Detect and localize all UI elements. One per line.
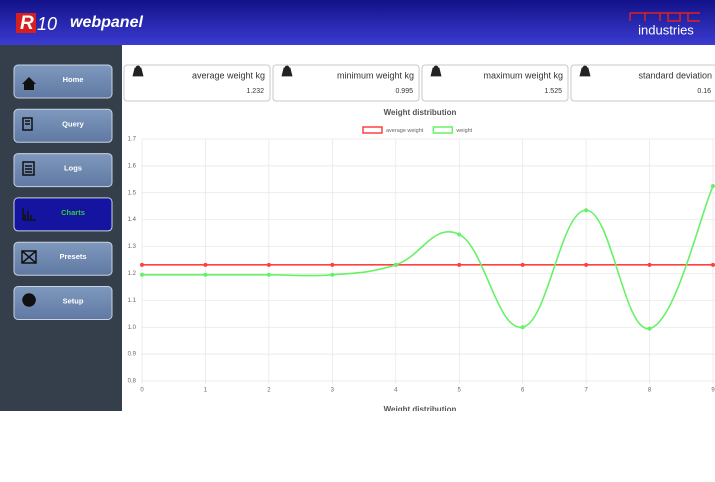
x-tick-label: 5 bbox=[458, 388, 462, 394]
data-point bbox=[711, 262, 715, 267]
weight-icon bbox=[579, 65, 591, 77]
data-point bbox=[520, 325, 525, 330]
x-tick-label: 4 bbox=[394, 388, 398, 394]
data-point bbox=[203, 272, 208, 277]
weight-icon bbox=[132, 65, 144, 77]
nav-button[interactable]: Home bbox=[13, 64, 113, 99]
nav-button-bg[interactable] bbox=[13, 108, 113, 143]
nav-button[interactable]: Charts bbox=[13, 197, 113, 232]
data-point bbox=[140, 262, 144, 267]
nav-label[interactable]: Presets bbox=[59, 252, 86, 261]
nav-button[interactable]: Logs bbox=[13, 153, 113, 188]
nav-label[interactable]: Home bbox=[63, 75, 84, 84]
x-tick-label: 2 bbox=[267, 388, 271, 394]
stat-value: 1.232 bbox=[246, 88, 264, 95]
stat-card bbox=[123, 64, 271, 102]
data-point bbox=[647, 262, 652, 267]
logo-mark: R bbox=[20, 13, 34, 34]
legend-label: average weight bbox=[386, 128, 424, 134]
brand-mark bbox=[629, 12, 700, 22]
content bbox=[122, 45, 715, 411]
y-tick-label: 1.7 bbox=[128, 137, 137, 143]
nav-label[interactable]: Charts bbox=[61, 208, 85, 217]
nav-button-bg[interactable] bbox=[13, 286, 113, 320]
y-tick-label: 1.0 bbox=[128, 325, 137, 331]
nav-icon bbox=[22, 208, 36, 221]
y-tick-label: 0.8 bbox=[128, 379, 137, 385]
legend-swatch bbox=[432, 126, 454, 134]
y-tick-label: 1.4 bbox=[128, 217, 137, 223]
nav-icon bbox=[22, 117, 33, 131]
nav-button-bg[interactable] bbox=[13, 64, 113, 99]
brand-text: industries bbox=[638, 22, 694, 37]
nav-label[interactable]: Logs bbox=[64, 164, 82, 173]
nav-button-bg[interactable] bbox=[13, 197, 113, 232]
data-point bbox=[203, 262, 208, 267]
data-point bbox=[647, 326, 652, 331]
data-point bbox=[266, 262, 271, 267]
x-tick-label: 8 bbox=[648, 388, 652, 394]
header-bar bbox=[0, 0, 715, 45]
y-tick-label: 1.2 bbox=[128, 271, 137, 277]
data-point bbox=[330, 262, 335, 267]
legend-label: weight bbox=[455, 128, 472, 134]
stat-value: 0.16 bbox=[697, 88, 711, 95]
data-point bbox=[140, 272, 144, 277]
nav-icon bbox=[22, 161, 35, 176]
stat-label: minimum weight kg bbox=[337, 70, 414, 80]
stat-label: average weight kg bbox=[192, 70, 265, 80]
data-point bbox=[584, 262, 589, 267]
nav-label[interactable]: Setup bbox=[63, 296, 84, 305]
nav-button-bg[interactable] bbox=[13, 241, 113, 276]
logo-text: webpanel bbox=[70, 14, 143, 31]
data-point bbox=[711, 184, 715, 189]
x-tick-label: 1 bbox=[204, 388, 208, 394]
y-tick-label: 1.3 bbox=[128, 244, 137, 250]
nav-icon bbox=[22, 293, 36, 307]
nav-button[interactable]: Query bbox=[13, 108, 113, 143]
stat-card bbox=[421, 64, 569, 102]
weight-icon bbox=[430, 65, 442, 77]
stat-card bbox=[570, 64, 715, 102]
x-tick-label: 7 bbox=[584, 388, 588, 394]
x-tick-label: 3 bbox=[331, 388, 335, 394]
nav-label[interactable]: Query bbox=[62, 119, 85, 128]
stat-label: standard deviation bbox=[638, 70, 712, 80]
data-point bbox=[393, 262, 398, 267]
nav-icon bbox=[21, 250, 37, 264]
data-point bbox=[457, 262, 462, 267]
y-tick-label: 1.5 bbox=[128, 190, 137, 196]
nav-button[interactable]: Setup bbox=[13, 286, 113, 320]
data-point bbox=[584, 208, 589, 213]
nav-button-bg[interactable] bbox=[13, 153, 113, 188]
y-tick-label: 1.6 bbox=[128, 163, 137, 169]
data-point bbox=[266, 272, 271, 277]
data-point bbox=[330, 272, 335, 277]
stat-value: 0.995 bbox=[395, 88, 413, 95]
x-tick-label: 0 bbox=[140, 388, 144, 394]
chart-title: Weight distribution bbox=[384, 108, 457, 117]
legend-swatch bbox=[362, 126, 383, 134]
data-point bbox=[520, 262, 525, 267]
stat-label: maximum weight kg bbox=[483, 70, 563, 80]
data-point bbox=[457, 232, 462, 237]
weight-icon bbox=[281, 65, 293, 77]
y-tick-label: 0.9 bbox=[128, 352, 137, 358]
y-tick-label: 1.1 bbox=[128, 298, 137, 304]
next-chart-title: Weight distribution bbox=[384, 405, 457, 414]
nav-button[interactable]: Presets bbox=[13, 241, 113, 276]
logo-number: 10 bbox=[37, 14, 57, 34]
logo-box bbox=[16, 13, 36, 33]
nav-icon bbox=[22, 77, 36, 90]
stat-card bbox=[272, 64, 420, 102]
x-tick-label: 6 bbox=[521, 388, 525, 394]
x-tick-label: 9 bbox=[711, 388, 715, 394]
stat-value: 1.525 bbox=[544, 88, 562, 95]
